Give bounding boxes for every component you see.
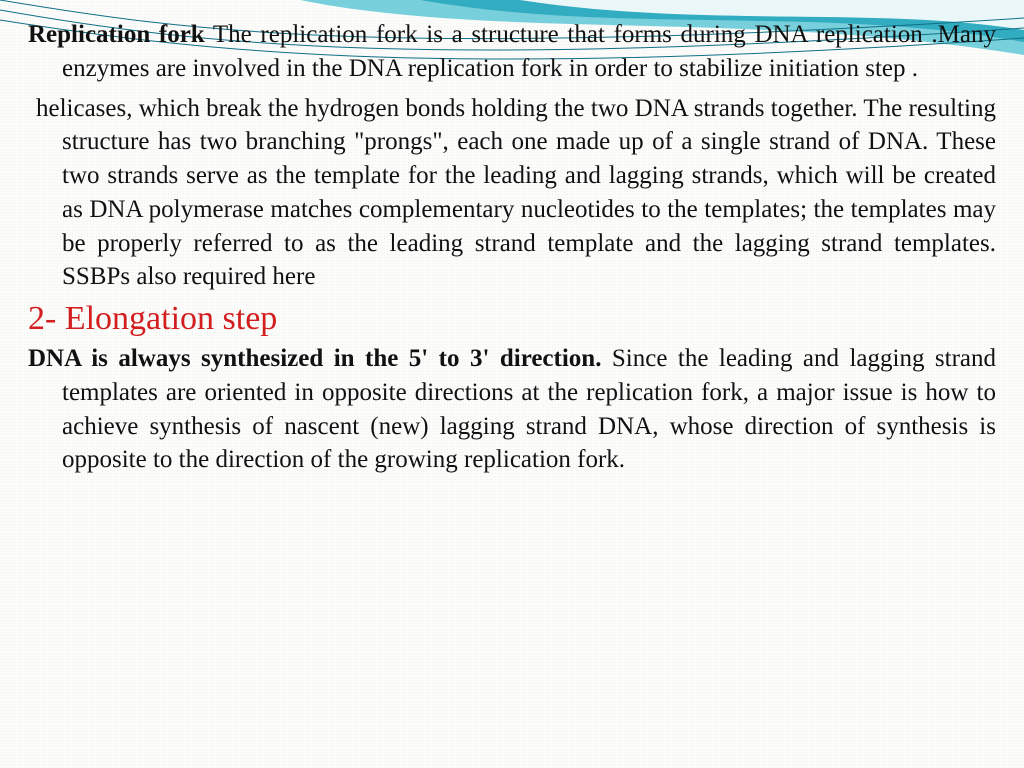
slide-content: Replication fork The replication fork is…: [0, 0, 1024, 768]
term-replication-fork: Replication fork: [28, 21, 205, 48]
paragraph-helicases: helicases, which break the hydrogen bond…: [28, 92, 996, 295]
heading-elongation-step: 2- Elongation step: [28, 300, 996, 338]
paragraph-elongation: DNA is always synthesized in the 5' to 3…: [28, 342, 996, 477]
paragraph-replication-fork: Replication fork The replication fork is…: [28, 18, 996, 86]
bold-dna-direction: DNA is always synthesized in the 5' to 3…: [28, 345, 601, 372]
